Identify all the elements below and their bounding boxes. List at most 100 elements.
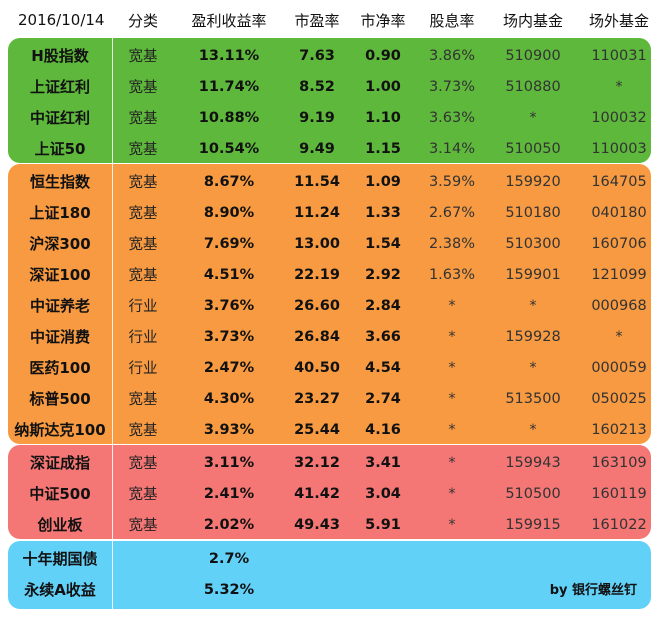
row-name: 上证50 — [34, 140, 86, 158]
row-category: 宽基 — [128, 111, 158, 127]
row-pe: 9.19 — [299, 109, 335, 126]
row-pe: 11.24 — [294, 204, 340, 221]
row-pb: 2.74 — [365, 390, 401, 407]
row-dividend-yield: * — [448, 454, 456, 471]
row-earnings-yield: 7.69% — [203, 235, 255, 252]
row-otc-fund: 160706 — [591, 235, 647, 252]
table-header: 2016/10/14 分类 盈利收益率 市盈率 市净率 股息率 场内基金 场外基… — [0, 6, 660, 34]
row-earnings-yield: 3.73% — [203, 328, 255, 345]
table-row: 中证红利 宽基 10.88% 9.19 1.10 3.63% * 100032 — [8, 102, 651, 133]
row-dividend-yield: * — [448, 328, 456, 345]
row-exchange-fund: 159943 — [505, 454, 561, 471]
row-dividend-yield: 2.67% — [428, 204, 476, 221]
table-row: 标普500 宽基 4.30% 23.27 2.74 * 513500 050025 — [8, 383, 651, 414]
row-earnings-yield: 4.51% — [203, 266, 255, 283]
row-category: 宽基 — [128, 142, 158, 158]
row-name: 上证红利 — [29, 78, 90, 96]
row-exchange-fund: 159928 — [505, 328, 561, 345]
row-name: 永续A收益 — [24, 581, 96, 599]
divider — [112, 38, 113, 163]
table-row: 创业板 宽基 2.02% 49.43 5.91 * 159915 161022 — [8, 509, 651, 540]
row-otc-fund: * — [615, 78, 623, 95]
credit-text: by 银行螺丝钉 — [549, 583, 637, 598]
header-earnings-yield: 盈利收益率 — [191, 11, 267, 30]
row-pe: 41.42 — [294, 485, 340, 502]
row-name: 恒生指数 — [29, 173, 90, 191]
table-row: 深证成指 宽基 3.11% 32.12 3.41 * 159943 163109 — [8, 447, 651, 478]
row-earnings-yield: 2.47% — [203, 359, 255, 376]
table-row: 恒生指数 宽基 8.67% 11.54 1.09 3.59% 159920 164705 — [8, 166, 651, 197]
row-earnings-yield: 11.74% — [198, 78, 260, 95]
row-name: H股指数 — [31, 47, 89, 65]
header-category: 分类 — [127, 11, 158, 30]
row-pb: 1.00 — [365, 78, 401, 95]
row-earnings-yield: 2.41% — [203, 485, 255, 502]
row-exchange-fund: 510300 — [505, 235, 561, 252]
header-pe: 市盈率 — [294, 11, 340, 30]
row-name: 沪深300 — [29, 235, 91, 253]
table-row: 中证500 宽基 2.41% 41.42 3.04 * 510500 160119 — [8, 478, 651, 509]
row-dividend-yield: * — [448, 516, 456, 533]
header-date: 2016/10/14 — [18, 11, 105, 29]
row-pe: 26.60 — [294, 297, 340, 314]
row-dividend-yield: * — [448, 421, 456, 438]
table-row: 上证50 宽基 10.54% 9.49 1.15 3.14% 510050 110003 — [8, 133, 651, 164]
row-pe: 8.52 — [299, 78, 335, 95]
row-dividend-yield: 3.63% — [428, 109, 476, 126]
table-row: 上证红利 宽基 11.74% 8.52 1.00 3.73% 510880 * — [8, 71, 651, 102]
row-exchange-fund: 510050 — [505, 140, 561, 157]
row-name: 上证180 — [29, 204, 91, 222]
row-pb: 4.16 — [365, 421, 401, 438]
row-category: 宽基 — [128, 175, 158, 191]
row-name: 中证消费 — [29, 328, 90, 346]
group-red: 深证成指 宽基 3.11% 32.12 3.41 * 159943 163109 中证500 宽基… — [8, 445, 651, 539]
header-otc-fund: 场外基金 — [588, 11, 649, 30]
row-pe: 25.44 — [294, 421, 340, 438]
row-exchange-fund: 513500 — [505, 390, 561, 407]
row-exchange-fund: * — [529, 421, 537, 438]
row-pb: 2.92 — [365, 266, 401, 283]
row-dividend-yield: 3.59% — [428, 173, 476, 190]
row-exchange-fund: 159915 — [505, 516, 561, 533]
row-otc-fund: 160213 — [591, 421, 647, 438]
row-pb: 3.41 — [365, 454, 401, 471]
row-pb: 1.54 — [365, 235, 401, 252]
group-green: H股指数 宽基 13.11% 7.63 0.90 3.86% 510900 110031 上证红… — [8, 38, 651, 163]
row-earnings-yield: 4.30% — [203, 390, 255, 407]
divider — [112, 164, 113, 444]
row-name: 创业板 — [37, 516, 83, 534]
table-row: 纳斯达克100 宽基 3.93% 25.44 4.16 * * 160213 — [8, 414, 651, 445]
row-dividend-yield: * — [448, 359, 456, 376]
row-dividend-yield: * — [448, 485, 456, 502]
table-row: 十年期国债 2.7% — [8, 543, 651, 574]
group-orange: 恒生指数 宽基 8.67% 11.54 1.09 3.59% 159920 164705 上证1… — [8, 164, 651, 444]
row-otc-fund: 040180 — [591, 204, 647, 221]
row-category: 行业 — [128, 299, 158, 315]
row-dividend-yield: * — [448, 297, 456, 314]
row-pb: 1.10 — [365, 109, 401, 126]
row-name: 深证100 — [29, 266, 91, 284]
table-row: 深证100 宽基 4.51% 22.19 2.92 1.63% 159901 121099 — [8, 259, 651, 290]
row-exchange-fund: 159901 — [505, 266, 561, 283]
row-category: 宽基 — [128, 206, 158, 222]
row-exchange-fund: 510880 — [505, 78, 561, 95]
row-otc-fund: 000968 — [591, 297, 647, 314]
row-pe: 9.49 — [299, 140, 335, 157]
row-category: 宽基 — [128, 268, 158, 284]
row-pe: 26.84 — [294, 328, 340, 345]
row-dividend-yield: 3.86% — [428, 47, 476, 64]
row-category: 宽基 — [128, 392, 158, 408]
row-name: 纳斯达克100 — [14, 421, 106, 439]
table-row: 中证养老 行业 3.76% 26.60 2.84 * * 000968 — [8, 290, 651, 321]
group-blue: by 银行螺丝钉 十年期国债 2.7% 永续A收益 5.32% — [8, 541, 651, 609]
row-otc-fund: 000059 — [591, 359, 647, 376]
row-category: 宽基 — [128, 518, 158, 534]
row-name: 中证红利 — [29, 109, 90, 127]
row-otc-fund: 161022 — [591, 516, 647, 533]
row-pb: 1.15 — [365, 140, 401, 157]
row-category: 行业 — [128, 361, 158, 377]
row-pb: 3.66 — [365, 328, 401, 345]
row-pb: 5.91 — [365, 516, 401, 533]
row-otc-fund: 160119 — [591, 485, 647, 502]
